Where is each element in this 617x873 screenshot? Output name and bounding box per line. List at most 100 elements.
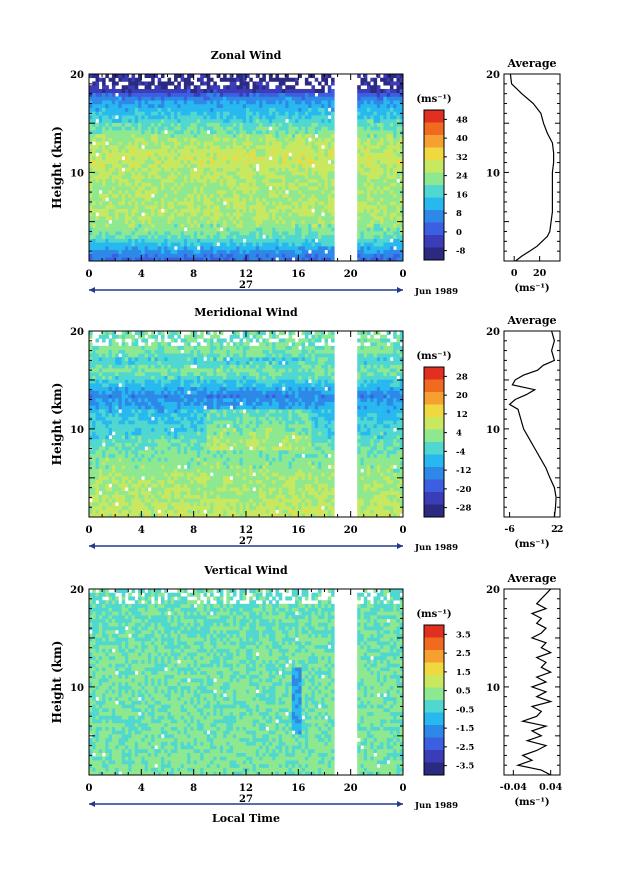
heatmap-cell — [219, 189, 224, 194]
heatmap-cell — [115, 88, 119, 93]
heatmap-cell — [190, 92, 194, 97]
heatmap-cell — [255, 96, 260, 101]
heatmap-cell — [183, 186, 188, 191]
heatmap-cell — [298, 96, 302, 101]
heatmap-cell — [144, 193, 149, 198]
heatmap-cell — [219, 126, 224, 131]
heatmap-cell — [236, 204, 240, 209]
heatmap-cell — [317, 505, 322, 510]
heatmap-cell — [147, 81, 152, 86]
heatmap-cell — [124, 77, 129, 82]
heatmap-cell — [98, 141, 103, 146]
heatmap-cell — [239, 100, 244, 105]
heatmap-cell — [308, 163, 312, 168]
heatmap-cell — [160, 92, 165, 97]
heatmap-cell — [157, 126, 162, 131]
heatmap-cell — [370, 130, 374, 135]
heatmap-cell — [272, 133, 276, 138]
heatmap-cell — [210, 257, 214, 262]
heatmap-cell — [147, 85, 152, 90]
heatmap-cell — [278, 212, 283, 217]
heatmap-cell — [160, 234, 165, 239]
heatmap-cell — [268, 152, 273, 157]
heatmap-cell — [174, 204, 178, 209]
heatmap-cell — [157, 193, 162, 198]
heatmap-cell — [124, 189, 129, 194]
heatmap-cell — [298, 148, 302, 153]
heatmap-cell — [223, 505, 227, 510]
heatmap-cell — [190, 107, 194, 112]
heatmap-cell — [262, 152, 266, 157]
heatmap-cell — [242, 126, 247, 131]
heatmap-cell — [177, 249, 181, 254]
heatmap-cell — [216, 115, 221, 120]
heatmap-cell — [288, 92, 293, 97]
heatmap-cell — [272, 219, 276, 224]
heatmap-cell — [118, 167, 123, 172]
heatmap-cell — [154, 145, 158, 150]
heatmap-cell — [144, 257, 149, 262]
heatmap-cell — [246, 505, 250, 510]
heatmap-cell — [89, 92, 93, 97]
heatmap-cell — [206, 193, 211, 198]
heatmap-cell — [144, 197, 149, 202]
heatmap-cell — [164, 242, 168, 247]
heatmap-cell — [138, 490, 142, 495]
heatmap-cell — [196, 186, 201, 191]
heatmap-cell — [131, 189, 136, 194]
heatmap-cell — [370, 223, 374, 228]
heatmap-cell — [265, 174, 270, 180]
heatmap-cell — [236, 193, 240, 198]
heatmap-cell — [89, 242, 93, 247]
heatmap-cell — [327, 103, 332, 108]
heatmap-cell — [255, 257, 260, 262]
heatmap-cell — [226, 115, 230, 120]
heatmap-cell — [278, 186, 283, 191]
heatmap-cell — [314, 253, 319, 258]
heatmap-cell — [190, 100, 194, 105]
heatmap-cell — [272, 189, 276, 194]
heatmap-cell — [170, 122, 175, 127]
heatmap-cell — [203, 96, 208, 101]
heatmap-cell — [324, 126, 329, 131]
heatmap-cell — [255, 100, 260, 105]
heatmap-cell — [285, 197, 289, 202]
heatmap-cell — [134, 111, 139, 116]
heatmap-cell — [157, 156, 162, 161]
heatmap-cell — [89, 145, 93, 150]
heatmap-cell — [128, 103, 132, 108]
heatmap-cell — [134, 81, 139, 86]
heatmap-cell — [236, 186, 240, 191]
heatmap-cell — [210, 160, 214, 165]
heatmap-cell — [154, 502, 158, 507]
heatmap-cell — [115, 505, 119, 510]
heatmap-cell — [281, 122, 286, 127]
heatmap-cell — [399, 223, 404, 228]
heatmap-cell — [219, 509, 224, 514]
heatmap-cell — [187, 242, 191, 247]
heatmap-cell — [200, 122, 204, 127]
heatmap-cell — [144, 242, 149, 247]
heatmap-cell — [187, 152, 191, 157]
heatmap-cell — [196, 257, 201, 262]
heatmap-cell — [216, 186, 221, 191]
heatmap-cell — [317, 163, 322, 168]
heatmap-cell — [281, 141, 286, 146]
heatmap-cell — [383, 156, 387, 161]
heatmap-cell — [157, 174, 162, 180]
heatmap-cell — [144, 494, 149, 499]
heatmap-cell — [308, 156, 312, 161]
heatmap-cell — [131, 126, 136, 131]
heatmap-cell — [124, 85, 129, 90]
heatmap-cell — [138, 208, 142, 213]
heatmap-cell — [389, 115, 394, 120]
heatmap-cell — [373, 242, 378, 247]
heatmap-cell — [121, 219, 126, 224]
heatmap-cell — [89, 502, 93, 507]
heatmap-cell — [134, 257, 139, 262]
heatmap-cell — [177, 115, 181, 120]
heatmap-cell — [105, 201, 109, 206]
heatmap-cell — [108, 490, 113, 495]
heatmap-cell — [295, 249, 299, 254]
heatmap-cell — [187, 513, 191, 518]
